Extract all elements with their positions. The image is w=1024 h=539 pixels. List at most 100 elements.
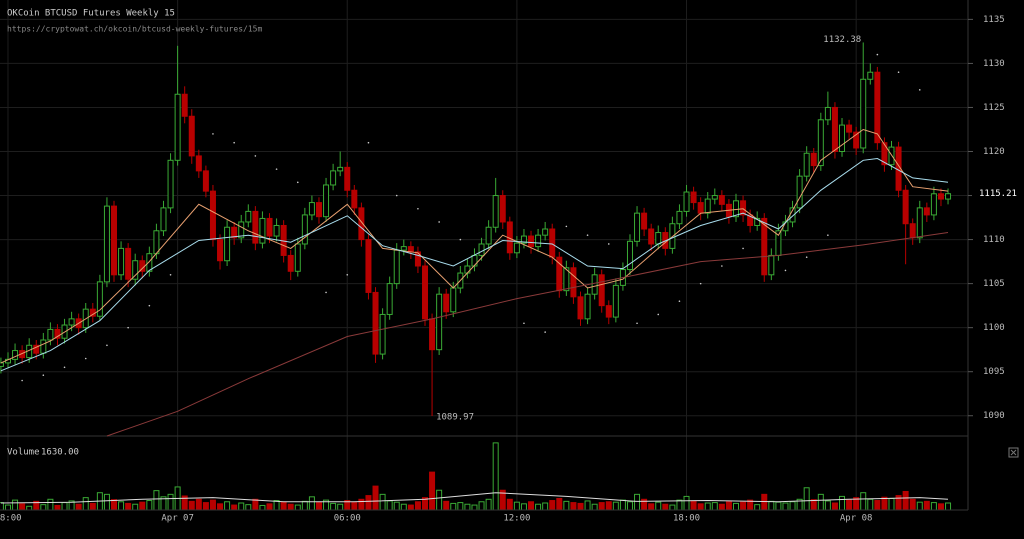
candle-body xyxy=(436,293,443,351)
sar-dot xyxy=(42,374,45,377)
candle-body xyxy=(528,235,535,248)
volume-bar xyxy=(301,500,308,511)
candle-body xyxy=(181,93,188,117)
candle-body xyxy=(888,146,895,166)
candle-body xyxy=(584,293,591,320)
volume-bar xyxy=(846,499,853,511)
x-tick-label: 12:00 xyxy=(503,514,530,524)
volume-bar xyxy=(619,499,626,511)
sar-dot xyxy=(84,357,87,360)
candle-body xyxy=(330,170,337,186)
indicator-line xyxy=(106,232,949,437)
candle-body xyxy=(846,124,853,133)
candle-body xyxy=(577,296,584,320)
candle-body xyxy=(626,240,633,271)
candle-body xyxy=(874,71,881,144)
candle-body xyxy=(485,226,492,245)
candle-body xyxy=(923,207,930,216)
volume-bar xyxy=(457,502,464,511)
volume-bar xyxy=(386,500,393,511)
volume-bar xyxy=(634,493,641,511)
candle-body xyxy=(40,339,47,354)
candle-body xyxy=(372,291,379,355)
candle-body xyxy=(33,344,40,354)
candle-body xyxy=(118,247,125,276)
volume-bar xyxy=(506,498,513,511)
candle-body xyxy=(429,318,436,351)
sar-dot xyxy=(212,133,214,135)
candle-body xyxy=(386,283,393,315)
close-button[interactable] xyxy=(1008,447,1019,458)
candle-body xyxy=(591,274,598,295)
volume-bar xyxy=(909,498,916,511)
volume-bar xyxy=(655,501,662,511)
volume-bar xyxy=(740,501,747,511)
volume-bar xyxy=(584,500,591,511)
candle-body xyxy=(464,265,471,274)
volume-bar xyxy=(224,501,231,511)
sar-dot xyxy=(876,53,879,56)
volume-bar xyxy=(315,502,322,511)
candle-body xyxy=(0,362,4,367)
candle-body xyxy=(754,217,761,226)
volume-bar xyxy=(118,501,125,511)
candle-body xyxy=(443,293,450,313)
sar-dot xyxy=(742,247,744,250)
candle-body xyxy=(167,159,174,209)
volume-bar xyxy=(577,502,584,511)
candle-body xyxy=(103,205,110,283)
candle-body xyxy=(379,313,386,355)
sar-dot xyxy=(148,304,151,307)
candle-body xyxy=(676,210,683,225)
candle-body xyxy=(535,234,542,248)
candle-body xyxy=(287,254,294,272)
sar-dot xyxy=(678,300,681,303)
candle-body xyxy=(761,217,768,276)
y-tick-label: 1105 xyxy=(983,279,1005,289)
volume-bar xyxy=(725,501,732,511)
sar-dot xyxy=(325,291,327,294)
volume-bar xyxy=(294,504,301,511)
candle-body xyxy=(655,232,662,245)
volume-bar xyxy=(54,504,61,511)
sar-dot xyxy=(169,274,172,276)
candle-body xyxy=(146,253,153,272)
sar-dot xyxy=(586,234,589,236)
candle-body xyxy=(323,184,330,218)
volume-bar xyxy=(379,493,386,511)
volume-bar xyxy=(365,495,372,511)
volume-bar xyxy=(280,501,287,511)
candle-body xyxy=(492,195,499,228)
volume-bar xyxy=(464,503,471,511)
volume-bar xyxy=(351,502,358,511)
volume-bar xyxy=(61,502,68,511)
sar-dot xyxy=(275,168,278,170)
candle-body xyxy=(549,228,556,258)
chart-title: OKCoin BTCUSD Futures Weekly 15 xyxy=(7,9,175,19)
volume-bar xyxy=(662,503,669,511)
candle-body xyxy=(902,189,909,225)
grid xyxy=(0,0,968,510)
candle-body xyxy=(697,202,704,214)
volume-bar xyxy=(308,496,315,511)
volume-bar xyxy=(916,501,923,511)
candle-body xyxy=(570,267,577,298)
sar-dot xyxy=(438,221,440,223)
sar-dot xyxy=(127,326,129,329)
candle-body xyxy=(520,235,527,244)
sar-dot xyxy=(63,366,66,369)
volume-bar xyxy=(810,499,817,511)
volume-bar xyxy=(132,503,139,511)
volume-bar xyxy=(125,502,132,511)
volume-bar xyxy=(202,502,209,511)
candle-body xyxy=(839,124,846,152)
volume-bar xyxy=(245,504,252,511)
candle-body xyxy=(513,242,520,254)
sar-dot xyxy=(459,238,462,241)
candle-body xyxy=(909,223,916,239)
volume-bar xyxy=(111,499,118,511)
volume-bar xyxy=(393,501,400,511)
y-tick-label: 1120 xyxy=(983,147,1005,157)
candle-body xyxy=(315,202,322,218)
volume-bar xyxy=(612,501,619,511)
